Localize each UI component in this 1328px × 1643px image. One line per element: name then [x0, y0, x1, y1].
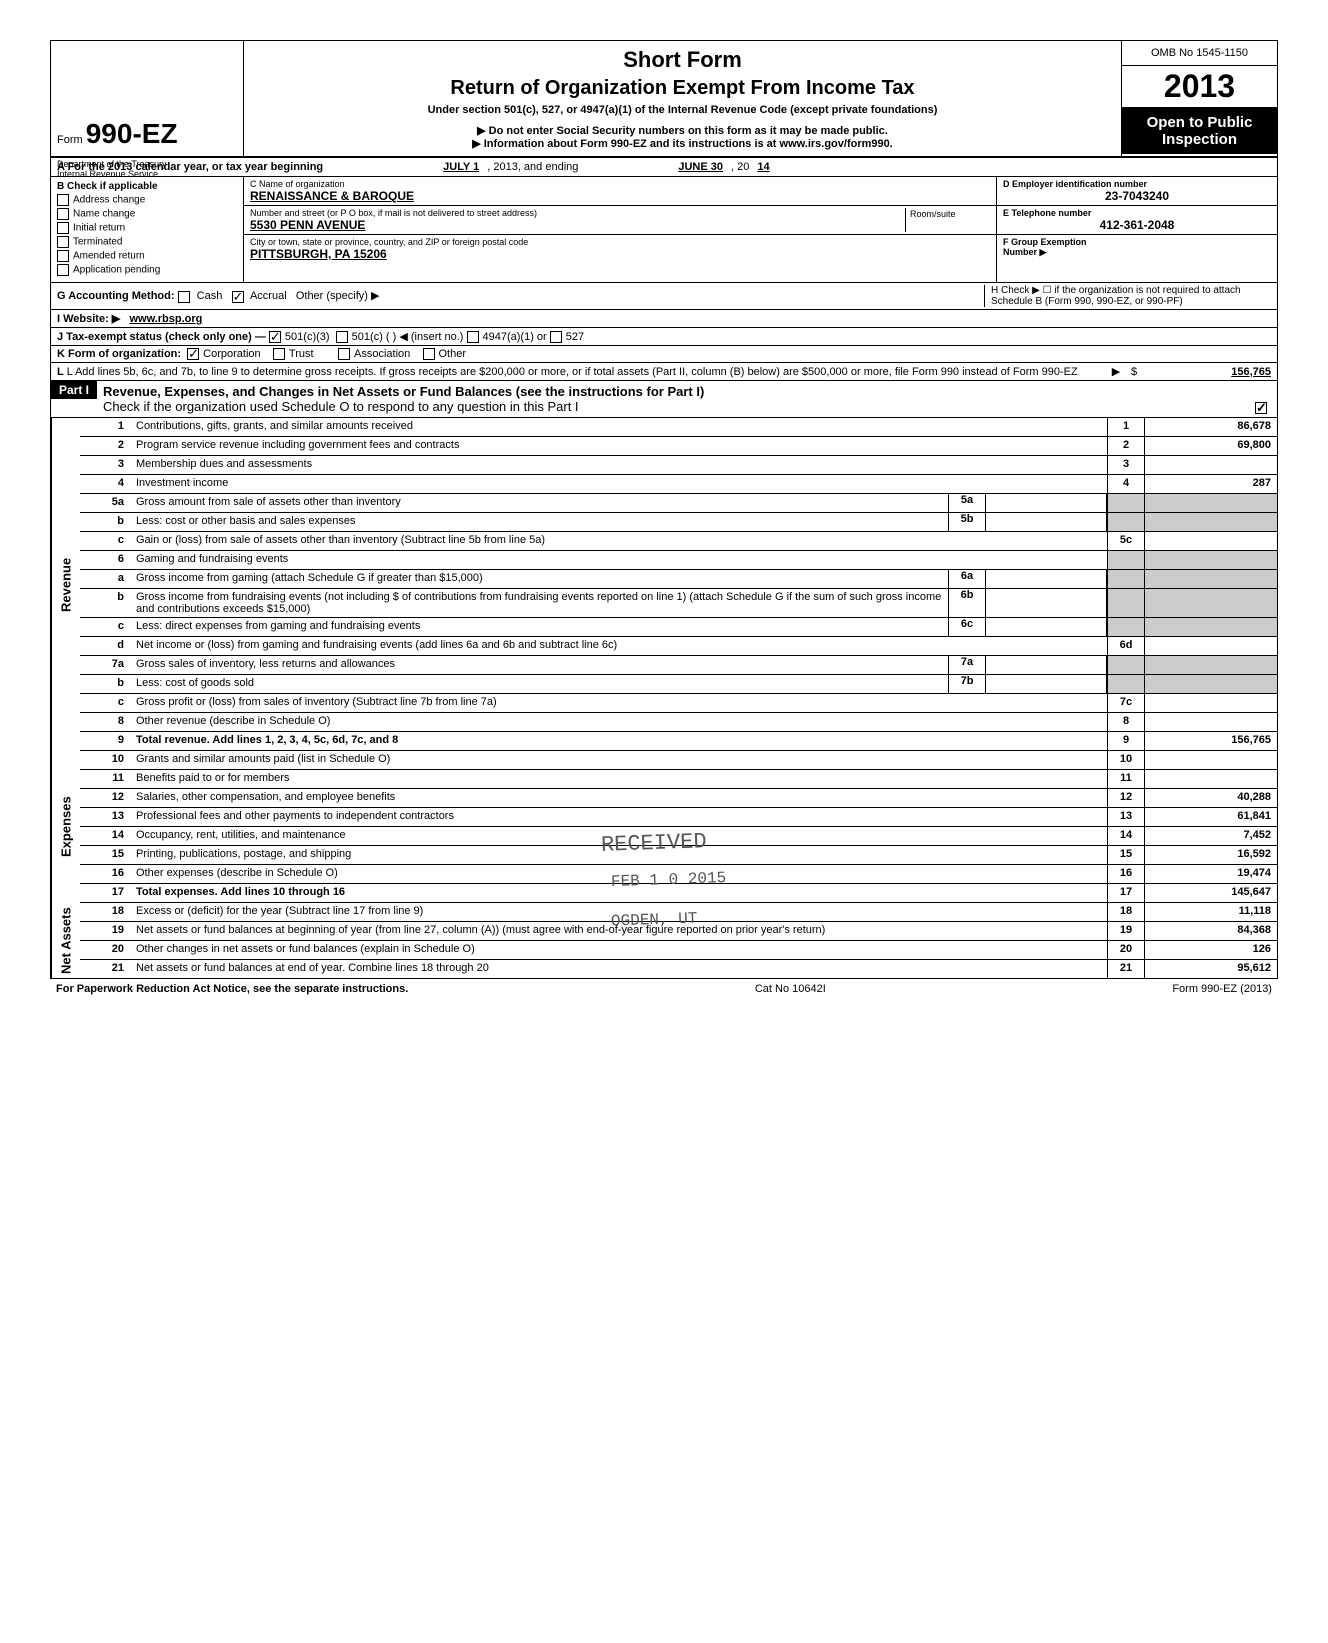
val-18: 11,118: [1145, 903, 1277, 921]
chk-cash[interactable]: [178, 291, 190, 303]
org-name: RENAISSANCE & BAROQUE: [250, 189, 990, 203]
f-label: F Group ExemptionNumber ▶: [1003, 237, 1271, 258]
val-1: 86,678: [1145, 418, 1277, 436]
side-netassets: Net Assets: [51, 903, 80, 978]
form-header: Form 990-EZ Short Form Return of Organiz…: [51, 41, 1277, 158]
form-number: 990-EZ: [86, 118, 178, 149]
chk-501c[interactable]: [336, 331, 348, 343]
val-2: 69,800: [1145, 437, 1277, 455]
d-label: D Employer identification number: [1003, 179, 1271, 189]
line-g-h: G Accounting Method: Cash Accrual Other …: [51, 283, 1277, 310]
c-addr-label: Number and street (or P O box, if mail i…: [250, 208, 905, 218]
chk-name[interactable]: Name change: [73, 209, 135, 220]
org-info-block: B Check if applicable Address change Nam…: [51, 177, 1277, 283]
chk-address[interactable]: Address change: [73, 195, 145, 206]
phone: 412-361-2048: [1003, 218, 1271, 232]
open-public: Open to Public Inspection: [1122, 108, 1277, 154]
val-3: [1145, 456, 1277, 474]
chk-other-org[interactable]: [423, 348, 435, 360]
val-13: 61,841: [1145, 808, 1277, 826]
ssn-note: ▶ Do not enter Social Security numbers o…: [250, 124, 1115, 137]
line-k: K Form of organization: Corporation Trus…: [51, 346, 1277, 363]
org-city: PITTSBURGH, PA 15206: [250, 247, 990, 261]
part1-header: Part I Revenue, Expenses, and Changes in…: [51, 381, 1277, 418]
e-label: E Telephone number: [1003, 208, 1271, 218]
line-h: H Check ▶ ☐ if the organization is not r…: [984, 285, 1271, 307]
val-16: 19,474: [1145, 865, 1277, 883]
subtitle: Under section 501(c), 527, or 4947(a)(1)…: [250, 104, 1115, 116]
chk-527[interactable]: [550, 331, 562, 343]
line-a: A For the 2013 calendar year, or tax yea…: [51, 158, 1277, 177]
side-expenses: Expenses: [51, 751, 80, 903]
ein: 23-7043240: [1003, 189, 1271, 203]
chk-schedule-o[interactable]: [1255, 402, 1267, 414]
val-10: [1145, 751, 1277, 769]
form-prefix: Form: [57, 134, 83, 146]
val-14: 7,452: [1145, 827, 1277, 845]
val-12: 40,288: [1145, 789, 1277, 807]
room-label: Room/suite: [910, 209, 956, 219]
org-address: 5530 PENN AVENUE: [250, 218, 905, 232]
chk-initial[interactable]: Initial return: [73, 223, 125, 234]
website: www.rbsp.org: [129, 313, 202, 325]
val-15: 16,592: [1145, 846, 1277, 864]
footer-cat: Cat No 10642I: [755, 983, 826, 995]
footer-left: For Paperwork Reduction Act Notice, see …: [56, 983, 408, 995]
chk-accrual[interactable]: [232, 291, 244, 303]
val-11: [1145, 770, 1277, 788]
received-stamp: RECEIVED: [601, 829, 707, 858]
val-20: 126: [1145, 941, 1277, 959]
chk-assoc[interactable]: [338, 348, 350, 360]
chk-amended[interactable]: Amended return: [73, 251, 145, 262]
val-8: [1145, 713, 1277, 731]
info-note: ▶ Information about Form 990-EZ and its …: [250, 137, 1115, 150]
chk-terminated[interactable]: Terminated: [73, 237, 122, 248]
tax-year: 2013: [1122, 66, 1277, 108]
line-j: J Tax-exempt status (check only one) — 5…: [51, 328, 1277, 346]
val-7c: [1145, 694, 1277, 712]
omb-number: OMB No 1545-1150: [1122, 41, 1277, 66]
line-l: L L Add lines 5b, 6c, and 7b, to line 9 …: [51, 363, 1277, 381]
gross-receipts: 156,765: [1151, 366, 1271, 378]
chk-pending[interactable]: Application pending: [73, 265, 160, 276]
section-b-title: B Check if applicable: [57, 181, 237, 192]
val-17: 145,647: [1145, 884, 1277, 902]
val-6d: [1145, 637, 1277, 655]
received-ogden: OGDEN, UT: [611, 909, 698, 930]
footer-right: Form 990-EZ (2013): [1172, 983, 1272, 995]
val-21: 95,612: [1145, 960, 1277, 978]
val-19: 84,368: [1145, 922, 1277, 940]
chk-trust[interactable]: [273, 348, 285, 360]
c-name-label: C Name of organization: [250, 179, 990, 189]
val-5c: [1145, 532, 1277, 550]
chk-4947[interactable]: [467, 331, 479, 343]
short-form-title: Short Form: [250, 47, 1115, 73]
c-city-label: City or town, state or province, country…: [250, 237, 990, 247]
chk-501c3[interactable]: [269, 331, 281, 343]
line-i: I Website: ▶ www.rbsp.org: [51, 310, 1277, 328]
val-4: 287: [1145, 475, 1277, 493]
form-footer: For Paperwork Reduction Act Notice, see …: [50, 979, 1278, 999]
revenue-section: Revenue 1Contributions, gifts, grants, a…: [51, 418, 1277, 751]
dept-treasury: Department of the TreasuryInternal Reven…: [57, 159, 167, 179]
chk-corp[interactable]: [187, 348, 199, 360]
val-9: 156,765: [1145, 732, 1277, 750]
main-title: Return of Organization Exempt From Incom…: [250, 77, 1115, 100]
form-990ez: Form 990-EZ Short Form Return of Organiz…: [50, 40, 1278, 979]
side-revenue: Revenue: [51, 418, 80, 751]
